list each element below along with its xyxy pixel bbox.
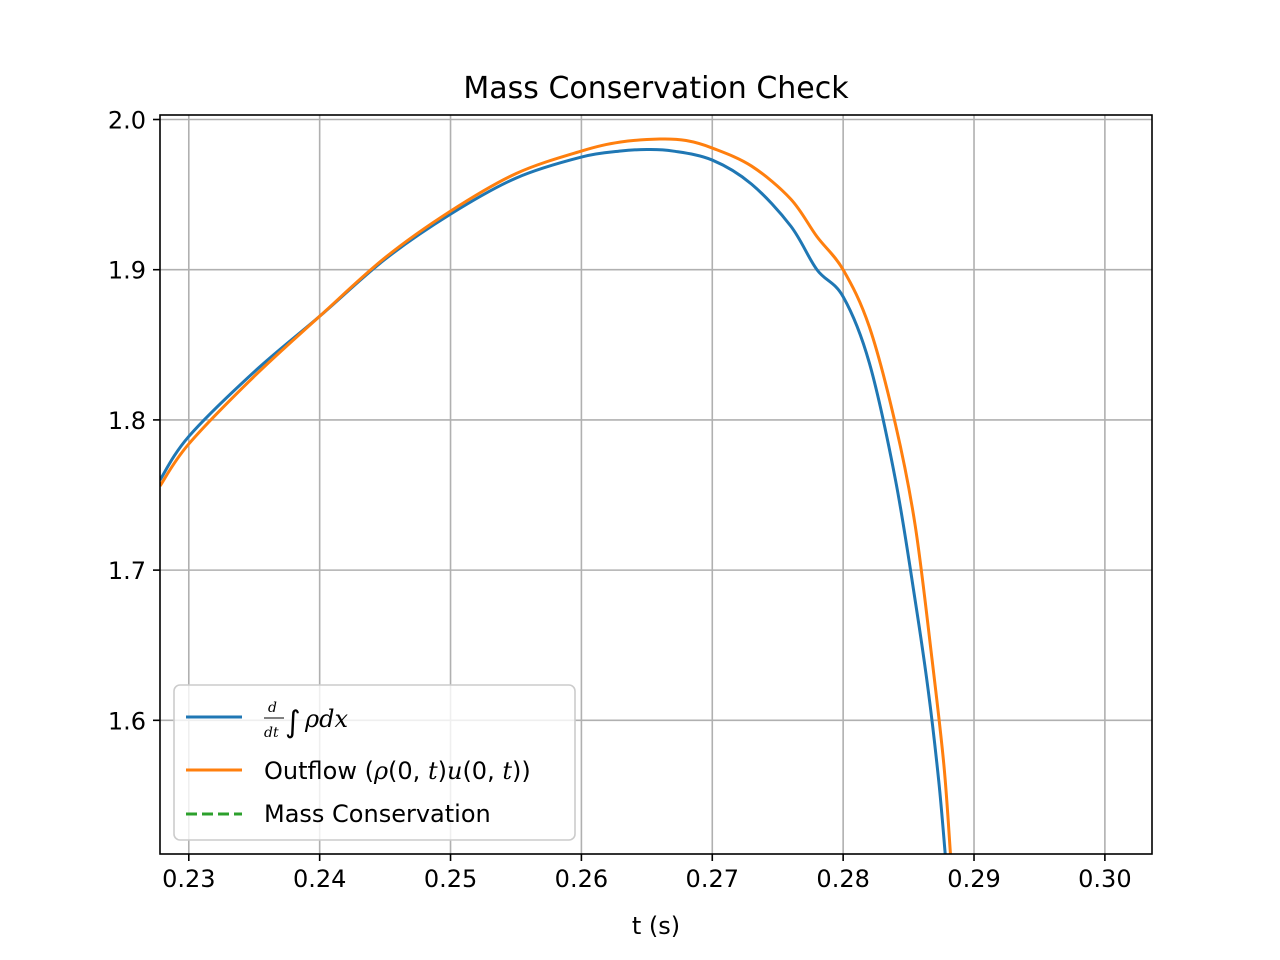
legend-label-series-3: Mass Conservation xyxy=(264,800,491,828)
x-tick-label: 0.30 xyxy=(1078,865,1131,893)
series-line-2 xyxy=(160,137,952,854)
legend-box xyxy=(173,684,576,841)
series-layer xyxy=(160,137,952,854)
x-tick-label: 0.28 xyxy=(816,865,869,893)
y-tick-label: 1.6 xyxy=(108,707,146,735)
x-tick-label: 0.29 xyxy=(947,865,1000,893)
legend: d dt ∫ ρdx Outflow (ρ(0, t)u(0, t)) Mass… xyxy=(173,684,576,841)
y-tick-label: 1.8 xyxy=(108,407,146,435)
x-tick-label: 0.23 xyxy=(162,865,215,893)
y-tick-label: 2.0 xyxy=(108,107,146,135)
plot-area-frame xyxy=(159,114,1153,855)
x-tick-label: 0.24 xyxy=(293,865,346,893)
axis-ticks: 0.23 0.24 0.25 0.26 0.27 0.28 0.29 0.30 1.6 1.7 1.… xyxy=(108,107,1132,893)
y-tick-label: 1.7 xyxy=(108,557,146,585)
x-tick-label: 0.25 xyxy=(424,865,477,893)
x-axis-label: t (s) xyxy=(632,912,680,940)
y-tick-label: 1.9 xyxy=(108,257,146,285)
legend-label-series-2: Outflow (ρ(0, t)u(0, t)) xyxy=(264,757,531,785)
x-tick-label: 0.27 xyxy=(686,865,739,893)
legend-label-series-1: d dt ∫ ρdx xyxy=(264,690,348,743)
x-tick-label: 0.26 xyxy=(555,865,608,893)
chart-title: Mass Conservation Check xyxy=(463,71,849,106)
